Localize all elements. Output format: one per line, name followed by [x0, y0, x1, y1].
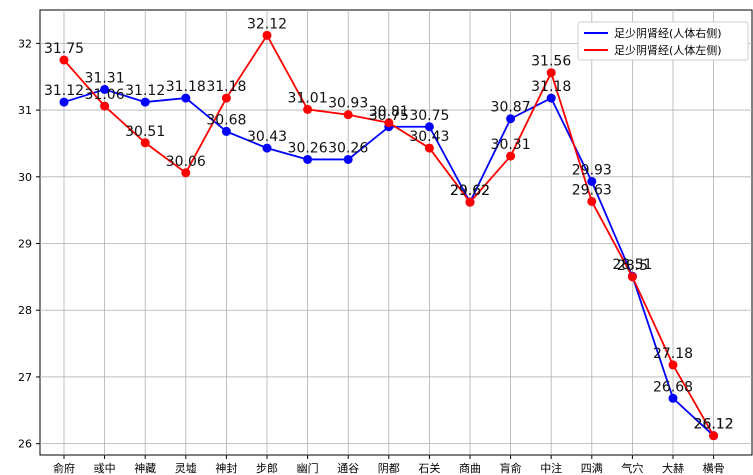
y-tick-label: 26 [18, 438, 32, 451]
y-tick-label: 28 [18, 304, 32, 317]
x-tick-label: 阴都 [378, 462, 400, 475]
x-tick-label: 大赫 [662, 461, 684, 475]
data-label: 31.56 [531, 54, 571, 70]
data-label: 31.18 [206, 79, 246, 95]
data-label: 31.12 [125, 83, 165, 99]
data-label: 26.68 [653, 379, 693, 395]
data-point [221, 93, 231, 103]
data-label: 31.01 [288, 90, 328, 106]
data-label: 31.31 [85, 70, 125, 86]
data-label: 30.43 [247, 129, 287, 145]
data-point [506, 114, 516, 124]
axes: 俞府 彧中 神藏 灵墟 神封 步郎 幽门 通谷 阴都 石关 商曲 肓俞 中注 四满 气穴 大赫 横骨 26 27 28… [18, 37, 725, 475]
data-label: 29.62 [450, 183, 490, 199]
legend: 足少阴肾经(人体右侧) 足少阴肾经(人体左侧) [577, 21, 749, 61]
data-point [424, 143, 434, 153]
data-label: 29.62 [450, 183, 490, 199]
series-layer [59, 30, 719, 441]
x-tick-label: 横骨 [703, 461, 725, 475]
data-label: 31.18 [531, 79, 571, 95]
data-point [424, 122, 434, 132]
data-point [343, 154, 353, 164]
data-point [384, 118, 394, 128]
data-label: 27.18 [653, 346, 693, 362]
data-point [221, 126, 231, 136]
data-label: 28.5 [617, 258, 648, 274]
data-label: 26.12 [694, 417, 734, 433]
data-point [668, 393, 678, 403]
y-tick-label: 29 [18, 238, 32, 251]
data-label: 30.26 [328, 140, 368, 156]
grid [40, 10, 752, 455]
y-tick-label: 31 [18, 104, 32, 117]
data-point [343, 110, 353, 120]
x-tick-label: 步郎 [256, 461, 278, 475]
data-point [59, 55, 69, 65]
data-point [546, 68, 556, 78]
legend-label-right: 足少阴肾经(人体右侧) [614, 26, 722, 40]
data-label: 31.18 [166, 79, 206, 95]
data-point [587, 176, 597, 186]
data-point [506, 151, 516, 161]
data-label: 31.06 [85, 87, 125, 103]
x-tick-label: 肓俞 [500, 461, 522, 475]
data-label: 30.06 [166, 154, 206, 170]
data-point [140, 138, 150, 148]
data-label: 31.75 [44, 41, 84, 57]
data-point [100, 84, 110, 94]
x-tick-label: 彧中 [94, 462, 116, 475]
data-point [181, 93, 191, 103]
y-tick-label: 30 [18, 171, 32, 184]
x-tick-label: 石关 [418, 461, 440, 475]
data-label: 29.93 [572, 162, 612, 178]
x-tick-label: 幽门 [297, 461, 319, 475]
data-point [627, 272, 637, 282]
x-tick-label: 中注 [540, 461, 562, 475]
y-tick-label: 27 [18, 371, 32, 384]
data-point [303, 154, 313, 164]
data-point [100, 101, 110, 111]
data-point [668, 360, 678, 370]
data-point [465, 197, 475, 207]
x-tick-label: 神藏 [134, 461, 156, 475]
data-label: 32.12 [247, 16, 287, 32]
data-point [546, 93, 556, 103]
data-point [140, 97, 150, 107]
data-point [262, 30, 272, 40]
data-label: 30.43 [409, 129, 449, 145]
plot-area [39, 9, 753, 456]
x-tick-label: 通谷 [337, 462, 359, 475]
x-tick-label: 气穴 [621, 461, 643, 475]
data-label: 31.12 [44, 83, 84, 99]
y-tick-label: 32 [18, 37, 32, 50]
data-label: 30.26 [288, 140, 328, 156]
data-label: 30.75 [369, 108, 409, 124]
legend-box [577, 21, 749, 61]
x-tick-label: 灵墟 [175, 462, 197, 475]
data-point [59, 97, 69, 107]
data-label: 30.81 [369, 104, 409, 120]
data-label: 26.12 [694, 417, 734, 433]
x-tick-label: 商曲 [459, 461, 481, 475]
data-label: 30.51 [125, 124, 165, 140]
legend-label-left: 足少阴肾经(人体左侧) [614, 43, 722, 57]
data-label: 29.63 [572, 182, 612, 198]
data-point [181, 168, 191, 178]
data-point [303, 104, 313, 114]
data-label: 30.87 [491, 100, 531, 116]
x-tick-label: 俞府 [53, 461, 75, 475]
data-point [709, 431, 719, 441]
data-label: 30.68 [206, 112, 246, 128]
data-label: 30.93 [328, 96, 368, 112]
data-label: 30.31 [491, 137, 531, 153]
data-label: 28.51 [612, 257, 652, 273]
data-label: 30.75 [409, 108, 449, 124]
x-tick-label: 神封 [215, 461, 237, 475]
x-tick-label: 四满 [581, 462, 603, 475]
data-point [262, 143, 272, 153]
data-point [587, 196, 597, 206]
